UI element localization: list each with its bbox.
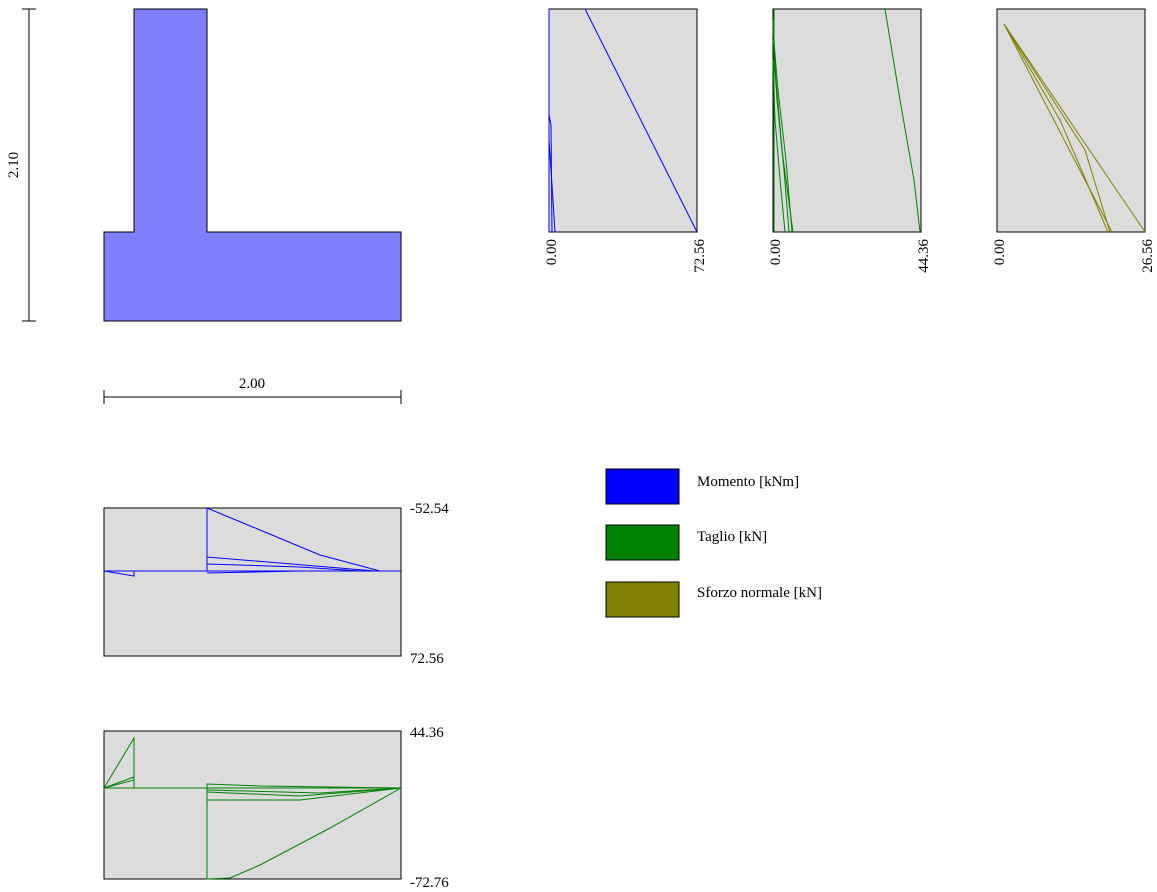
- stem-axial-max-label: 26.56: [1140, 239, 1156, 273]
- base-shear-top-label: 44.36: [410, 725, 444, 741]
- stem-moment-min-label: 0.00: [544, 239, 560, 265]
- legend: Momento [kNm] Taglio [kN] Sforzo normale…: [605, 468, 822, 618]
- legend-item-taglio: Taglio [kN]: [605, 524, 767, 561]
- stem-moment-max-label: 72.56: [692, 239, 708, 273]
- base-moment-bottom-label: 72.56: [410, 651, 444, 667]
- legend-item-momento: Momento [kNm]: [605, 468, 799, 505]
- base-moment-plot: -52.54 72.56: [103, 501, 449, 667]
- legend-item-sforzo: Sforzo normale [kN]: [605, 581, 822, 618]
- legend-label-sforzo: Sforzo normale [kN]: [697, 585, 822, 601]
- base-shear-plot: 44.36 -72.76: [103, 725, 449, 891]
- section-shape: [103, 8, 402, 322]
- base-moment-top-label: -52.54: [410, 501, 449, 517]
- legend-label-taglio: Taglio [kN]: [697, 529, 767, 545]
- height-dimension: 2.10: [6, 8, 36, 322]
- width-label: 2.00: [239, 376, 265, 392]
- stem-axial-min-label: 0.00: [992, 239, 1008, 265]
- stem-shear-max-label: 44.36: [916, 239, 932, 273]
- legend-swatch-sforzo: [605, 581, 680, 618]
- wall-section: [103, 8, 402, 322]
- stem-moment-plot: 0.00 72.56: [544, 8, 708, 273]
- width-dimension: 2.00: [103, 376, 402, 404]
- height-label: 2.10: [6, 152, 22, 178]
- legend-swatch-taglio: [605, 524, 680, 561]
- stem-shear-min-label: 0.00: [768, 239, 784, 265]
- legend-swatch-momento: [605, 468, 680, 505]
- stem-axial-plot: 0.00 26.56: [992, 8, 1156, 273]
- stem-shear-plot: 0.00 44.36: [768, 8, 932, 273]
- base-shear-bottom-label: -72.76: [410, 875, 449, 891]
- legend-label-momento: Momento [kNm]: [697, 474, 799, 490]
